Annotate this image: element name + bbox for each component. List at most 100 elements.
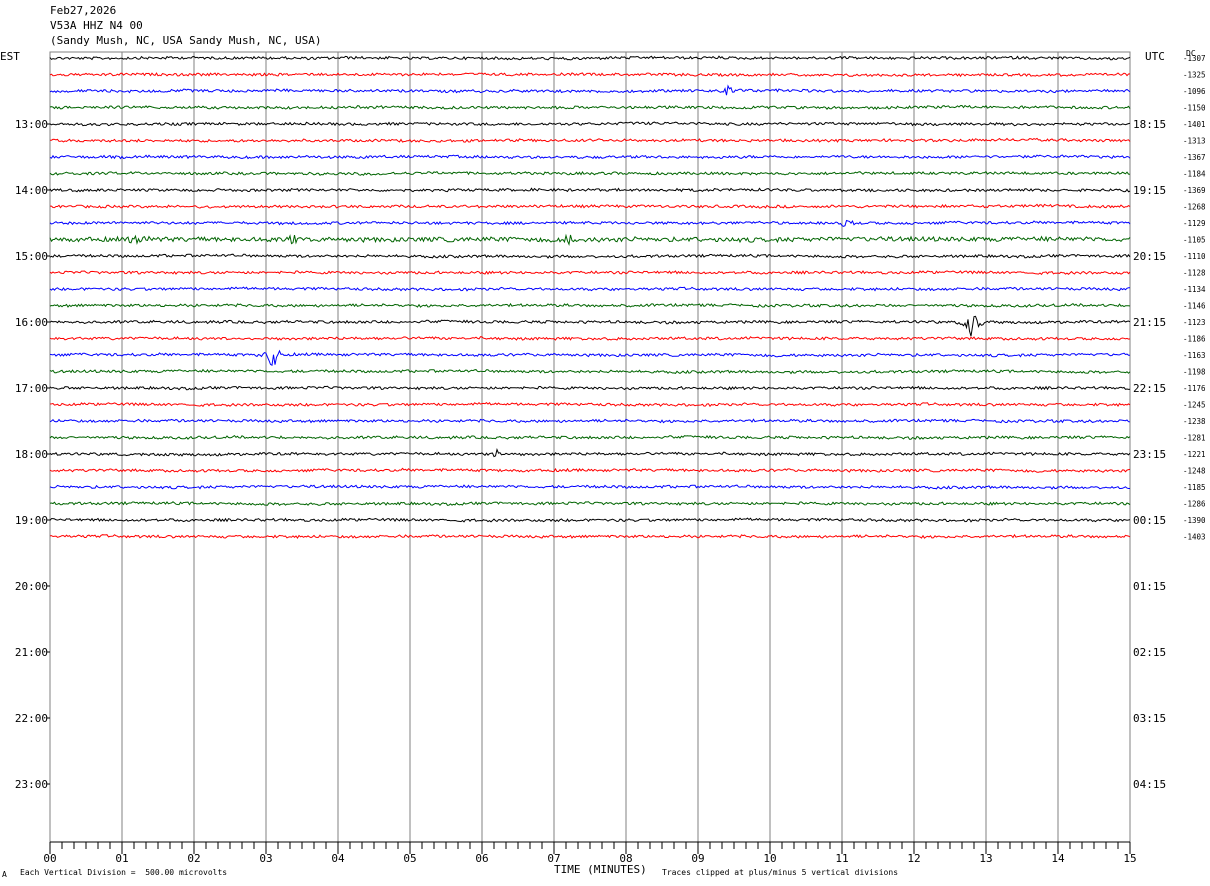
dc-offset-label: -1390 [1183,516,1206,525]
dc-offset-label: -1176 [1183,384,1206,393]
dc-label: DC [1186,49,1196,58]
seismic-trace [49,72,1131,78]
x-tick-label: 07 [547,852,560,865]
seismic-trace [49,349,1130,366]
dc-offset-label: -1146 [1183,302,1206,311]
dc-offset-label: -1198 [1183,368,1206,377]
x-tick-label: 00 [43,852,56,865]
est-hour-label: 21:00 [15,646,48,659]
x-tick-label: 15 [1123,852,1136,865]
location-label: (Sandy Mush, NC, USA Sandy Mush, NC, USA… [50,34,322,47]
utc-hour-label: 18:15 [1133,118,1166,131]
est-hour-label: 13:00 [15,118,48,131]
seismic-trace [49,170,1131,176]
seismic-trace [49,533,1131,540]
utc-axis-label: UTC [1145,50,1165,63]
x-tick-label: 11 [835,852,848,865]
est-hour-label: 20:00 [15,580,48,593]
dc-offset-label: -1110 [1183,252,1206,261]
seismic-trace [49,253,1131,259]
utc-hour-label: 04:15 [1133,778,1166,791]
seismic-trace [49,270,1131,276]
dc-offset-label: -1286 [1183,500,1206,509]
x-axis-label: TIME (MINUTES) [554,863,647,876]
x-tick-label: 14 [1051,852,1065,865]
est-hour-label: 18:00 [15,448,48,461]
est-hour-label: 17:00 [15,382,48,395]
dc-offset-label: -1105 [1183,236,1206,245]
utc-hour-label: 01:15 [1133,580,1166,593]
est-axis-label: EST [0,50,20,63]
seismic-trace [49,517,1131,523]
dc-offset-label: -1184 [1183,170,1206,179]
utc-hour-label: 02:15 [1133,646,1166,659]
seismic-trace [49,219,1131,227]
utc-hour-label: 22:15 [1133,382,1166,395]
dc-offset-label: -1096 [1183,87,1206,96]
x-tick-label: 03 [259,852,272,865]
est-hour-label: 23:00 [15,778,48,791]
seismic-trace [49,467,1131,473]
seismic-trace [49,315,1131,337]
x-tick-label: 13 [979,852,992,865]
dc-offset-label: -1307 [1183,54,1206,63]
seismic-trace [49,286,1131,292]
dc-offset-label: -1248 [1183,467,1206,476]
seismic-trace [49,104,1131,111]
dc-offset-label: -1150 [1183,104,1206,113]
est-hour-label: 22:00 [15,712,48,725]
seismic-trace [49,448,1131,458]
x-tick-label: 04 [331,852,345,865]
utc-hour-label: 23:15 [1133,448,1166,461]
seismic-trace [49,55,1131,61]
x-tick-label: 02 [187,852,200,865]
dc-offset-label: -1186 [1183,335,1206,344]
dc-offset-label: -1325 [1183,71,1206,80]
dc-offset-label: -1367 [1183,153,1206,162]
dc-offset-label: -1128 [1183,269,1206,278]
dc-offset-label: -1245 [1183,401,1206,410]
seismic-trace [49,484,1130,490]
seismic-trace [49,385,1131,391]
dc-offset-label: -1281 [1183,434,1206,443]
seismic-trace [49,187,1131,193]
x-tick-label: 01 [115,852,128,865]
utc-hour-label: 00:15 [1133,514,1166,527]
utc-hour-label: 20:15 [1133,250,1166,263]
seismic-trace [49,501,1131,507]
station-label: V53A HHZ N4 00 [50,19,143,32]
dc-offset-label: -1401 [1183,120,1206,129]
corner-mark: A [2,870,7,879]
dc-offset-label: -1313 [1183,137,1206,146]
dc-offset-label: -1185 [1183,483,1206,492]
seismic-trace [49,233,1131,247]
x-tick-label: 09 [691,852,704,865]
seismic-trace [49,434,1131,440]
seismic-trace [49,368,1131,375]
seismic-trace [50,203,1131,209]
date-label: Feb27,2026 [50,4,117,17]
seismic-trace [49,154,1131,160]
utc-hour-label: 19:15 [1133,184,1166,197]
dc-offset-label: -1238 [1183,417,1206,426]
seismic-trace [49,401,1131,408]
x-tick-label: 08 [619,852,632,865]
dc-offset-label: -1163 [1183,351,1206,360]
seismic-trace [50,137,1131,143]
dc-offset-label: -1369 [1183,186,1206,195]
dc-offset-label: -1268 [1183,203,1206,212]
x-tick-label: 12 [907,852,920,865]
est-hour-label: 15:00 [15,250,48,263]
scale-note: Each Vertical Division = 500.00 microvol… [20,868,228,877]
clip-note: Traces clipped at plus/minus 5 vertical … [662,868,899,877]
dc-offset-label: -1134 [1183,285,1206,294]
x-tick-label: 05 [403,852,416,865]
dc-offset-label: -1129 [1183,219,1206,228]
x-tick-label: 10 [763,852,776,865]
est-hour-label: 16:00 [15,316,48,329]
utc-hour-label: 03:15 [1133,712,1166,725]
seismic-trace [49,418,1131,424]
seismic-trace [49,121,1131,127]
seismic-trace [49,336,1131,341]
